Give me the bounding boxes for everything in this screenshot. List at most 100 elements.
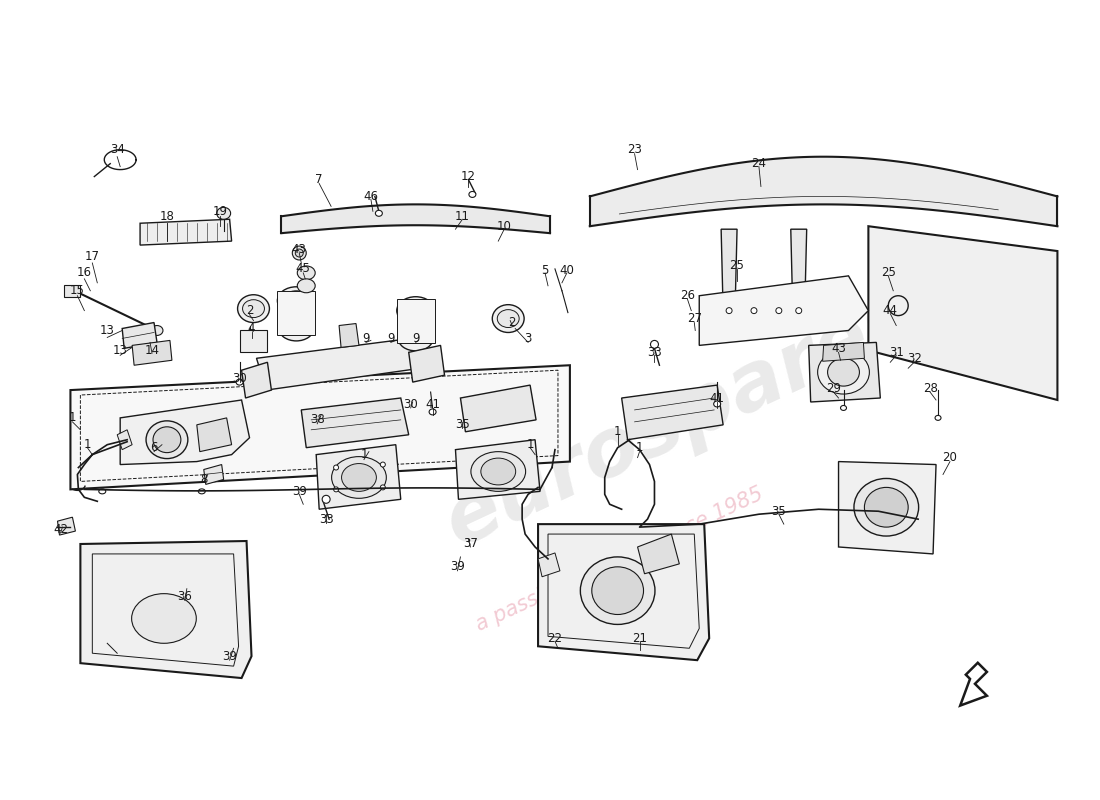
Polygon shape [538,553,560,577]
Ellipse shape [817,350,869,394]
Text: 17: 17 [85,250,100,262]
Text: eurospares: eurospares [432,277,926,562]
Polygon shape [960,662,987,706]
Polygon shape [621,385,723,440]
Text: 1: 1 [84,438,91,451]
Polygon shape [242,362,272,398]
Text: 30: 30 [232,372,248,385]
Polygon shape [700,276,868,346]
Ellipse shape [243,300,264,318]
Ellipse shape [714,401,720,407]
Ellipse shape [776,308,782,314]
Polygon shape [722,229,737,310]
Polygon shape [197,418,232,452]
Text: 43: 43 [832,342,846,355]
Ellipse shape [238,294,270,322]
Polygon shape [409,346,444,382]
Text: 11: 11 [455,210,470,222]
Text: 23: 23 [627,143,642,156]
Text: 8: 8 [200,473,208,486]
Text: 5: 5 [541,265,549,278]
Ellipse shape [581,557,654,625]
Text: 9: 9 [411,332,419,345]
Text: 10: 10 [497,220,512,233]
Ellipse shape [592,567,644,614]
Polygon shape [140,219,232,245]
Text: 16: 16 [77,266,92,279]
Text: 20: 20 [943,451,957,464]
Ellipse shape [827,358,859,386]
Text: 26: 26 [680,290,695,302]
Text: 21: 21 [632,632,647,645]
Text: 3: 3 [525,332,531,345]
Ellipse shape [469,191,476,198]
Text: 46: 46 [363,190,378,203]
Text: 45: 45 [296,262,310,275]
Polygon shape [868,226,1057,400]
Polygon shape [791,229,806,310]
Bar [397,298,434,343]
Ellipse shape [342,463,376,491]
Ellipse shape [322,495,330,503]
Ellipse shape [297,279,316,293]
Text: 1: 1 [360,448,367,461]
Text: 41: 41 [425,398,440,411]
Ellipse shape [283,290,310,310]
Ellipse shape [236,379,243,385]
Ellipse shape [99,489,106,494]
Text: 41: 41 [710,391,725,405]
Ellipse shape [295,249,304,257]
Polygon shape [118,430,132,450]
Ellipse shape [471,452,526,491]
Text: 22: 22 [548,632,562,645]
Text: 1: 1 [614,426,622,438]
Text: 39: 39 [450,560,465,574]
Text: 25: 25 [729,259,745,273]
Text: 35: 35 [771,505,786,518]
Text: 36: 36 [177,590,192,603]
Text: 18: 18 [160,210,175,222]
Text: 9: 9 [387,332,395,345]
Text: 9: 9 [362,332,370,345]
Ellipse shape [481,458,516,485]
Text: 39: 39 [222,650,238,662]
Polygon shape [808,342,880,402]
Polygon shape [70,366,570,490]
Text: 33: 33 [647,346,662,359]
Ellipse shape [277,286,316,314]
Ellipse shape [381,462,385,467]
Text: 34: 34 [110,143,124,156]
Ellipse shape [865,487,909,527]
Text: 40: 40 [560,265,574,278]
Text: 29: 29 [826,382,842,394]
Ellipse shape [146,421,188,458]
Bar [65,285,80,297]
Bar [240,330,267,352]
Text: 24: 24 [751,157,767,170]
Ellipse shape [331,457,386,498]
Text: 7: 7 [316,173,323,186]
Ellipse shape [429,409,436,415]
Text: 31: 31 [889,346,904,359]
Ellipse shape [795,308,802,314]
Polygon shape [461,385,536,432]
Text: 1: 1 [527,438,534,451]
Ellipse shape [153,427,180,453]
Text: 35: 35 [455,418,470,431]
Ellipse shape [398,326,433,351]
Polygon shape [120,400,250,465]
Polygon shape [316,445,400,510]
Bar [277,290,316,335]
Text: 37: 37 [463,538,477,550]
Text: 28: 28 [923,382,937,394]
Ellipse shape [132,594,196,643]
Ellipse shape [497,310,519,327]
Text: 19: 19 [212,205,228,218]
Ellipse shape [397,297,434,325]
Polygon shape [80,541,252,678]
Polygon shape [538,524,710,660]
Polygon shape [57,517,76,535]
Text: 42: 42 [53,522,68,535]
Ellipse shape [279,316,313,341]
Polygon shape [132,341,172,366]
